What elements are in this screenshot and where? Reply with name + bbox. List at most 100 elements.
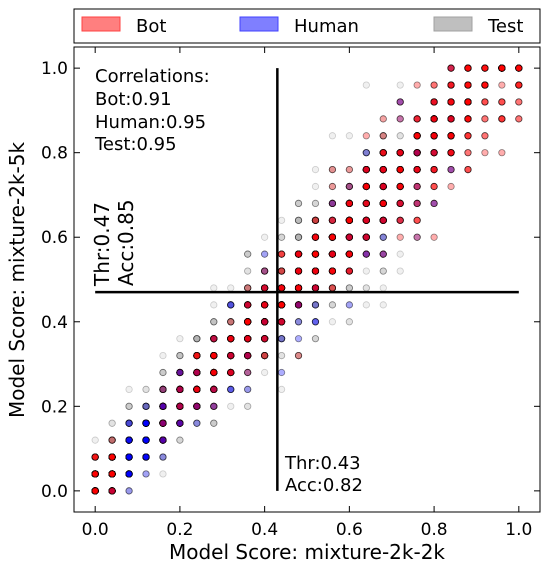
data-point [125,487,133,495]
data-point [91,470,99,478]
data-point [210,385,218,394]
data-point [193,402,201,410]
data-point [210,335,218,343]
data-point [362,216,370,224]
data-point [481,64,489,72]
data-point [142,453,150,461]
data-point [345,216,353,224]
data-point [108,470,116,478]
data-point [176,368,184,377]
threshold-x-accuracy: Acc:0.82 [285,475,363,496]
data-point [379,216,387,224]
data-point [328,199,337,208]
data-point [362,199,370,208]
data-point [345,199,353,208]
data-point [125,470,133,478]
data-point [311,267,320,275]
data-point [210,368,218,377]
data-point [193,385,201,394]
data-point [396,233,404,241]
data-point [362,81,370,89]
data-point [328,250,337,258]
data-point [227,351,235,360]
data-point [91,453,99,461]
data-point [345,267,353,275]
data-point [396,115,404,123]
data-point [328,199,337,208]
data-point [311,216,320,224]
data-point [159,453,167,461]
data-point [328,250,337,258]
data-point [261,335,269,343]
data-point [294,199,303,208]
data-point [277,216,286,224]
data-point [227,301,235,309]
data-point [142,436,150,444]
data-point [227,335,235,343]
data-point [108,470,116,478]
data-point [176,385,184,394]
data-point [447,182,455,191]
data-point [261,301,269,309]
data-point [142,385,150,394]
data-point [261,335,269,343]
data-point [328,233,337,241]
data-point [125,419,133,427]
x-tick-label: 0.6 [336,520,363,540]
data-point [176,368,184,377]
data-point [294,301,303,309]
data-point [91,470,99,478]
data-point [328,216,337,224]
data-point [328,216,337,224]
data-point [261,351,269,360]
data-point [142,436,150,444]
data-point [294,250,303,258]
data-point [362,199,370,208]
data-point [125,402,133,410]
data-point [261,250,269,258]
data-point [227,301,235,309]
data-point [345,250,353,258]
data-point [91,487,99,495]
data-point [311,233,320,241]
data-point [176,368,184,377]
data-point [159,419,167,427]
data-point [210,318,218,326]
data-point [142,419,150,427]
data-point [261,267,269,275]
data-point [345,216,353,224]
data-point [210,368,218,377]
data-point [210,368,218,377]
data-point [193,385,201,394]
data-point [464,115,472,123]
data-point [159,402,167,410]
data-point [227,318,235,326]
data-point [108,487,116,495]
data-point [176,385,184,394]
data-point [227,368,235,377]
data-point [396,132,404,140]
data-point [142,419,150,427]
data-point [362,267,370,275]
data-point [91,487,99,495]
data-point [244,284,252,292]
data-point [176,368,184,377]
data-point [108,470,116,478]
data-point [379,216,387,224]
data-point [159,402,167,410]
data-point [396,165,404,174]
data-point [379,250,387,258]
data-point [176,368,184,377]
y-tick-label: 0.0 [41,482,68,502]
data-point [261,351,269,360]
data-point [125,470,133,478]
data-point [345,250,353,258]
data-point [108,453,116,461]
data-point [176,368,184,377]
data-point [430,115,438,123]
data-point [261,335,269,343]
data-point [210,335,218,343]
data-point [244,335,252,343]
data-point [142,436,150,444]
data-point [125,436,133,444]
